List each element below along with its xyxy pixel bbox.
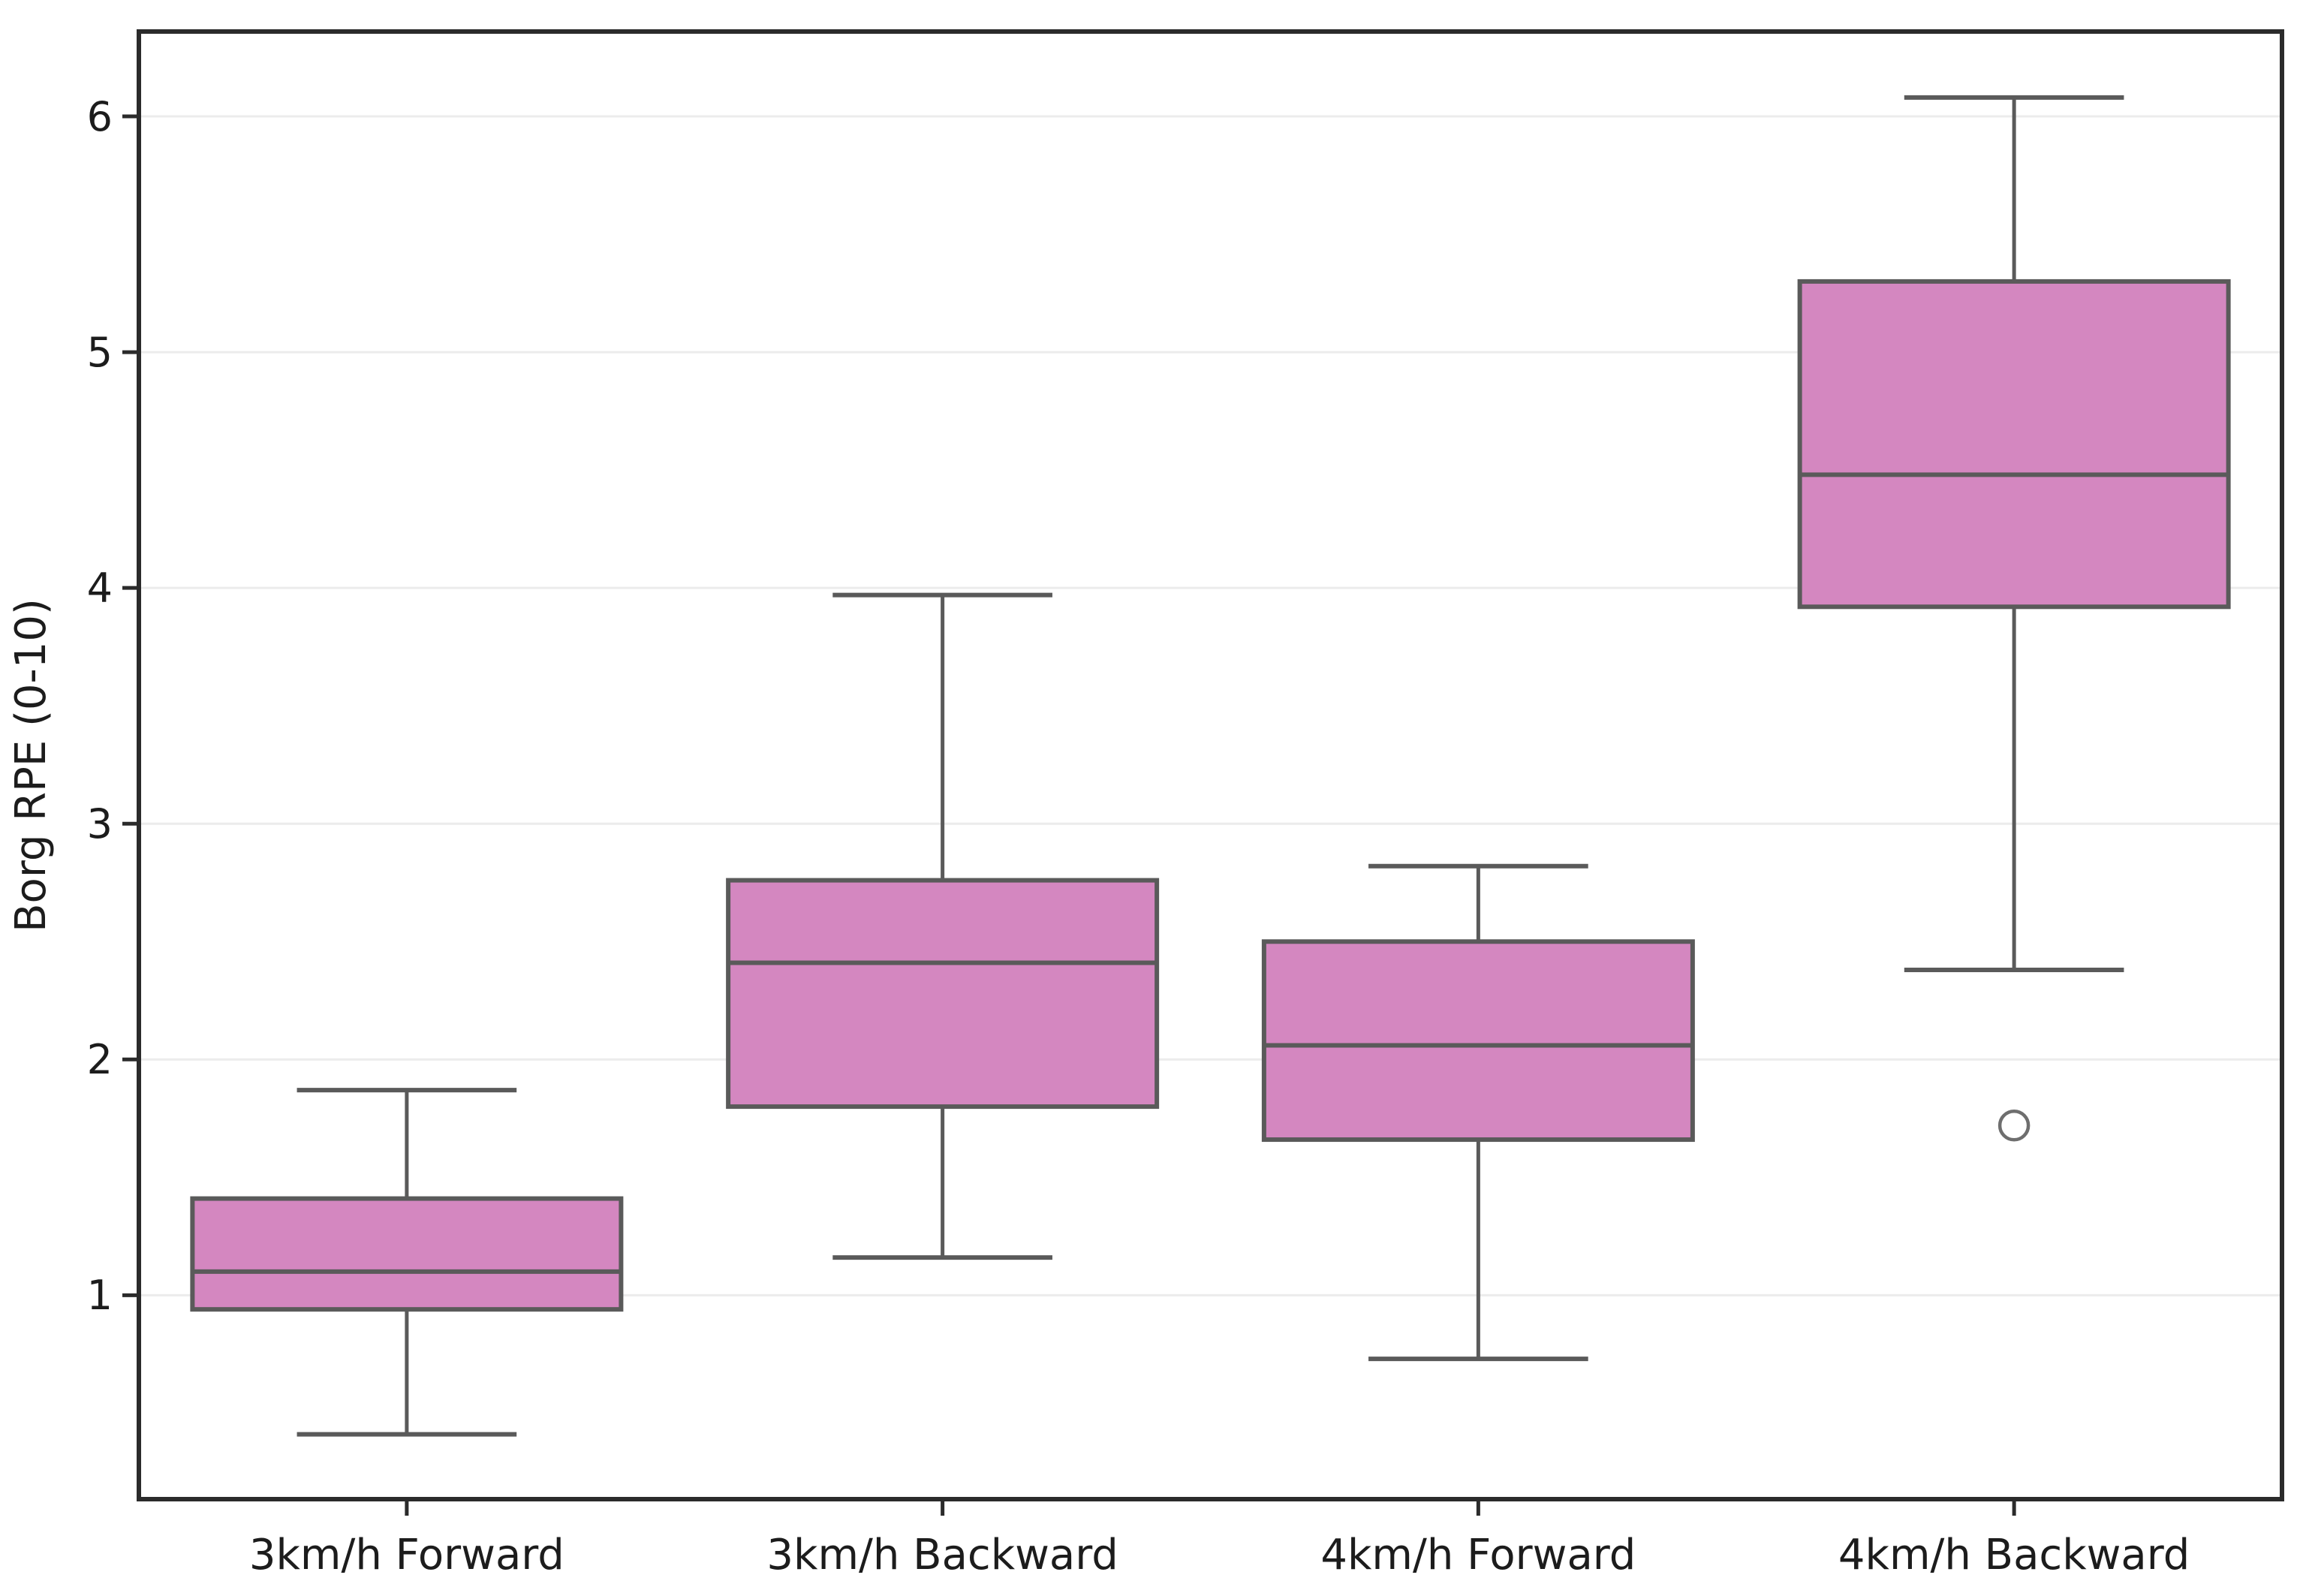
y-tick-label: 4 — [87, 565, 113, 612]
box-rect — [1261, 939, 1695, 1143]
plot-frame — [137, 29, 2284, 1501]
outlier-point — [1997, 1109, 2031, 1142]
x-category-label: 3km/h Backward — [766, 1531, 1118, 1579]
box-rect — [1797, 279, 2231, 610]
box-rect — [726, 878, 1160, 1110]
y-tick-label: 5 — [87, 329, 113, 376]
x-category-label: 4km/h Forward — [1320, 1531, 1636, 1579]
box-3km-h-forward — [190, 1088, 624, 1437]
y-axis-label: Borg RPE (0-10) — [7, 598, 56, 932]
y-tick-label: 6 — [87, 93, 113, 140]
box-4km-h-backward — [1797, 95, 2231, 1142]
y-tick-label: 3 — [87, 800, 113, 848]
box-3km-h-backward — [726, 592, 1160, 1260]
box-4km-h-forward — [1261, 863, 1695, 1362]
x-category-label: 3km/h Forward — [249, 1531, 564, 1579]
y-tick-label: 1 — [87, 1272, 113, 1319]
y-tick-label: 2 — [87, 1036, 113, 1083]
box-rect — [190, 1196, 624, 1312]
x-category-label: 4km/h Backward — [1838, 1531, 2190, 1579]
